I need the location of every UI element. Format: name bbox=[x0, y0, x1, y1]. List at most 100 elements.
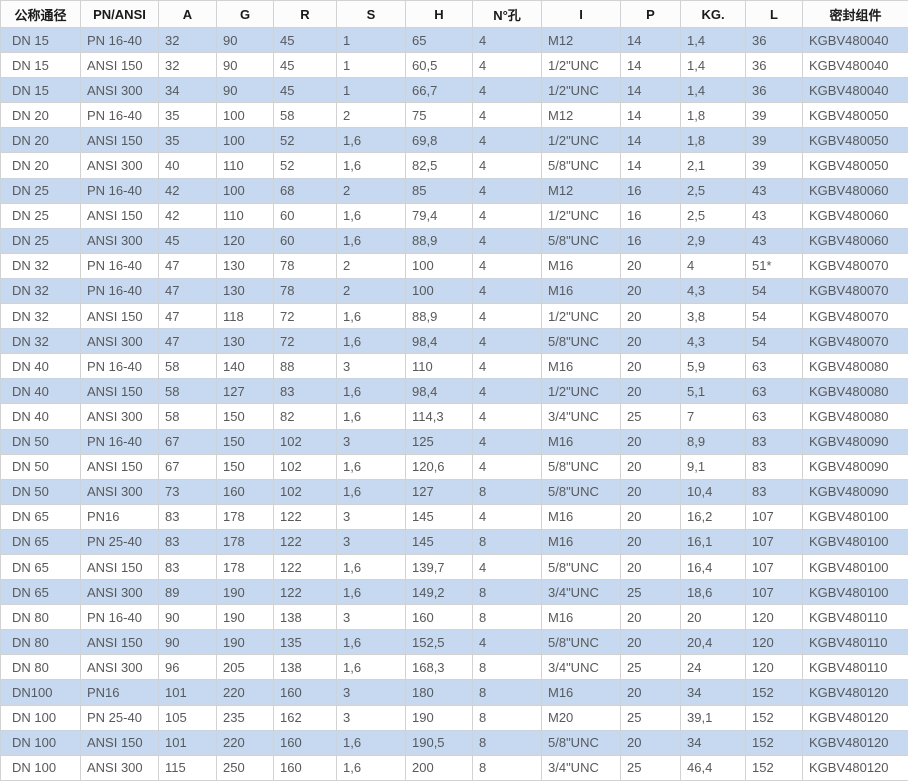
cell: 4 bbox=[472, 152, 542, 179]
cell: ANSI 150 bbox=[80, 453, 159, 480]
cell: 1/2"UNC bbox=[541, 127, 621, 154]
table-row: DN 32 ANSI 300 47 130 72 1,6 98,4 4 5/8"UNC 20 4,3… bbox=[0, 328, 908, 355]
cell: 43 bbox=[745, 202, 803, 229]
cell: 20 bbox=[620, 252, 681, 279]
cell: 1,6 bbox=[336, 202, 406, 229]
cell: KGBV480120 bbox=[802, 679, 908, 706]
cell: DN 65 bbox=[0, 579, 81, 606]
cell: 122 bbox=[273, 528, 337, 555]
cell: 5/8"UNC bbox=[541, 328, 621, 355]
table-row: DN 65 ANSI 150 83 178 122 1,6 139,7 4 5/8"UNC 20 1… bbox=[0, 553, 908, 581]
cell: KGBV480070 bbox=[802, 303, 908, 330]
cell: 3/4"UNC bbox=[541, 579, 621, 606]
cell: 110 bbox=[216, 152, 274, 179]
cell: 5/8"UNC bbox=[541, 227, 621, 254]
cell: 149,2 bbox=[405, 579, 473, 606]
cell: 127 bbox=[405, 478, 473, 505]
table-row: DN 15 ANSI 150 32 90 45 1 60,5 4 1/2"UNC 14 1,4 36 K… bbox=[0, 52, 908, 79]
cell: 4,3 bbox=[680, 328, 746, 355]
cell: 20 bbox=[620, 553, 681, 581]
cell: 90 bbox=[158, 604, 217, 631]
cell: DN 80 bbox=[0, 604, 81, 631]
cell: KGBV480080 bbox=[802, 403, 908, 430]
column-header: I bbox=[541, 0, 621, 28]
cell: ANSI 300 bbox=[80, 227, 159, 254]
cell: 114,3 bbox=[405, 403, 473, 430]
cell: 160 bbox=[273, 754, 337, 781]
cell: DN 100 bbox=[0, 704, 81, 731]
cell: 20 bbox=[620, 428, 681, 455]
cell: 3,8 bbox=[680, 303, 746, 330]
cell: DN 32 bbox=[0, 328, 81, 355]
cell: 75 bbox=[405, 102, 473, 129]
cell: 100 bbox=[216, 102, 274, 129]
cell: 1,6 bbox=[336, 754, 406, 781]
cell: DN 40 bbox=[0, 403, 81, 430]
cell: 178 bbox=[216, 553, 274, 581]
cell: 16 bbox=[620, 227, 681, 254]
cell: 83 bbox=[745, 478, 803, 505]
cell: 32 bbox=[158, 52, 217, 79]
cell: ANSI 150 bbox=[80, 553, 159, 581]
table-row: DN 80 ANSI 300 96 205 138 1,6 168,3 8 3/4"UNC 25 2… bbox=[0, 654, 908, 681]
cell: 20 bbox=[620, 503, 681, 530]
cell: 45 bbox=[273, 26, 337, 54]
column-header: 密封组件 bbox=[802, 0, 908, 28]
cell: 4 bbox=[472, 303, 542, 330]
cell: 47 bbox=[158, 277, 217, 305]
cell: 139,7 bbox=[405, 553, 473, 581]
cell: 78 bbox=[273, 252, 337, 279]
cell: KGBV480070 bbox=[802, 328, 908, 355]
cell: 250 bbox=[216, 754, 274, 781]
cell: DN 50 bbox=[0, 453, 81, 480]
cell: 190 bbox=[405, 704, 473, 731]
cell: 14 bbox=[620, 52, 681, 79]
cell: 130 bbox=[216, 328, 274, 355]
cell: 120,6 bbox=[405, 453, 473, 480]
cell: ANSI 300 bbox=[80, 478, 159, 505]
cell: 122 bbox=[273, 579, 337, 606]
cell: 150 bbox=[216, 453, 274, 480]
cell: 88 bbox=[273, 353, 337, 380]
cell: 4 bbox=[472, 227, 542, 254]
cell: KGBV480050 bbox=[802, 152, 908, 179]
cell: 100 bbox=[405, 277, 473, 305]
cell: 47 bbox=[158, 252, 217, 279]
cell: 72 bbox=[273, 303, 337, 330]
table-row: DN 65 PN16 83 178 122 3 145 4 M16 20 16,2 107 KGBV48… bbox=[0, 503, 908, 530]
cell: 5/8"UNC bbox=[541, 729, 621, 756]
cell: 46,4 bbox=[680, 754, 746, 781]
cell: ANSI 300 bbox=[80, 152, 159, 179]
cell: 39 bbox=[745, 127, 803, 154]
cell: 20 bbox=[620, 604, 681, 631]
cell: DN 25 bbox=[0, 177, 81, 204]
cell: ANSI 300 bbox=[80, 579, 159, 606]
cell: PN 25-40 bbox=[80, 704, 159, 731]
table-row: DN 32 PN 16-40 47 130 78 2 100 4 M16 20 4,3 54 KGBV4… bbox=[0, 277, 908, 305]
cell: 20 bbox=[620, 353, 681, 380]
cell: PN16 bbox=[80, 503, 159, 530]
cell: 83 bbox=[745, 453, 803, 480]
cell: 200 bbox=[405, 754, 473, 781]
cell: 60 bbox=[273, 202, 337, 229]
cell: DN 100 bbox=[0, 754, 81, 781]
cell: 1,6 bbox=[336, 579, 406, 606]
cell: 14 bbox=[620, 127, 681, 154]
column-header: P bbox=[620, 0, 681, 28]
cell: 160 bbox=[216, 478, 274, 505]
cell: 83 bbox=[158, 503, 217, 530]
table-row: DN 15 PN 16-40 32 90 45 1 65 4 M12 14 1,4 36 KGBV480… bbox=[0, 26, 908, 54]
cell: 115 bbox=[158, 754, 217, 781]
cell: 2 bbox=[336, 177, 406, 204]
cell: 1/2"UNC bbox=[541, 303, 621, 330]
cell: 180 bbox=[405, 679, 473, 706]
column-header: L bbox=[745, 0, 803, 28]
cell: 98,4 bbox=[405, 328, 473, 355]
cell: 4 bbox=[472, 102, 542, 129]
cell: 107 bbox=[745, 503, 803, 530]
cell: 220 bbox=[216, 679, 274, 706]
cell: 190 bbox=[216, 579, 274, 606]
cell: 3 bbox=[336, 503, 406, 530]
cell: 2 bbox=[336, 277, 406, 305]
cell: 67 bbox=[158, 453, 217, 480]
